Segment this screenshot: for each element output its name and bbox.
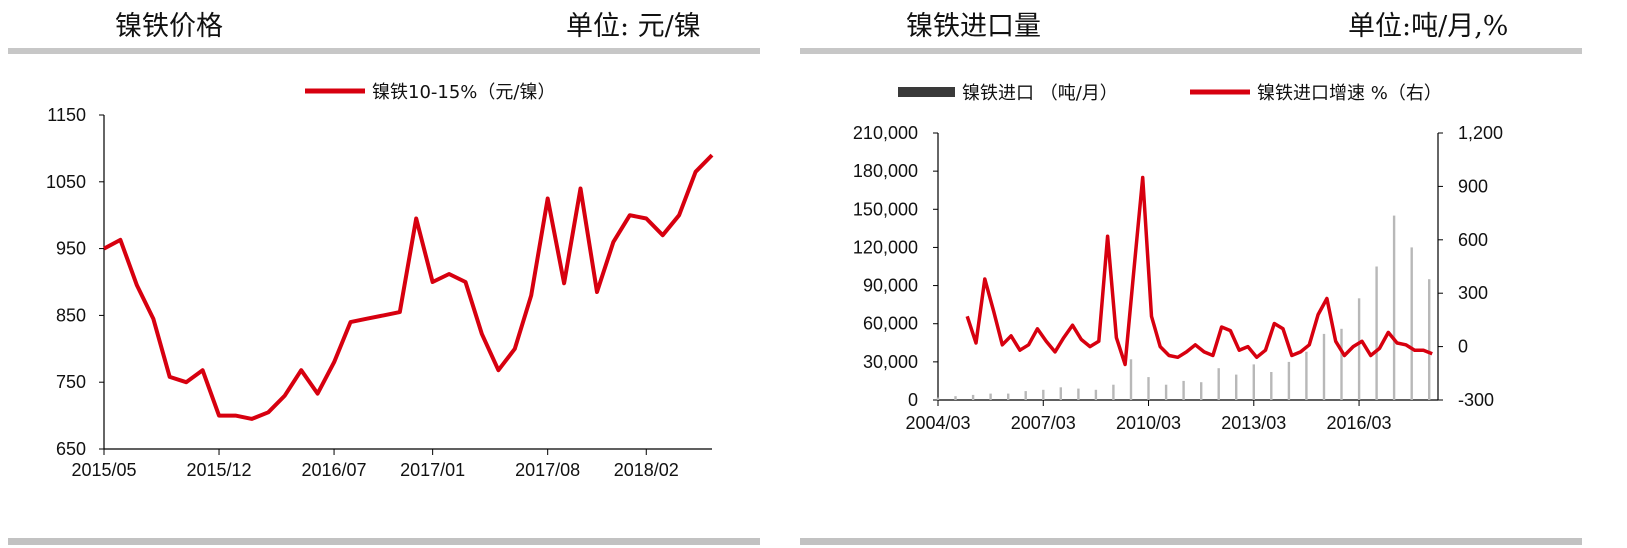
legend-label: 镍铁10-15%（元/镍） — [372, 82, 555, 103]
import-volume-bar — [1322, 333, 1326, 400]
import-volume-bar — [1357, 298, 1361, 400]
y-right-tick-label: 900 — [1458, 176, 1488, 196]
x-tick-label: 2013/03 — [1221, 413, 1286, 433]
import-volume-bar — [1024, 391, 1027, 400]
panel-title: 镍铁价格 — [115, 11, 223, 42]
import-chart: 0 30,000 60,000 90,000 120,000 150,000 180,000… — [853, 83, 1503, 433]
y-left-tick-label: 90,000 — [863, 276, 918, 296]
import-volume-bar — [1182, 380, 1185, 400]
import-volume-bar — [1252, 364, 1255, 400]
y-left-tick-label: 60,000 — [863, 314, 918, 334]
y-left-tick-label: 0 — [908, 390, 918, 410]
import-volume-bar — [1094, 389, 1098, 400]
import-volume-bar — [1410, 247, 1413, 400]
price-chart: 650 750 850 950 1050 1150 2015/05 2015/12 2016/0… — [46, 82, 714, 480]
bottom-divider — [800, 538, 1582, 545]
y-left-tick-label: 30,000 — [863, 352, 918, 372]
import-volume-bar — [1287, 361, 1291, 400]
import-volume-bar — [1375, 266, 1378, 400]
x-tick-label: 2016/07 — [302, 460, 367, 480]
import-volume-bar — [954, 396, 957, 400]
y-tick-label: 650 — [56, 439, 86, 459]
import-volume-bar — [1042, 389, 1045, 400]
import-volume-bar — [1112, 384, 1115, 400]
y-right-tick-label: 1,200 — [1458, 123, 1503, 143]
y-tick-label: 1050 — [46, 172, 86, 192]
x-tick-label: 2017/01 — [400, 460, 465, 480]
y-right-tick-label: -300 — [1458, 390, 1494, 410]
y-tick-label: 1150 — [47, 105, 86, 125]
import-volume-bar — [1059, 387, 1062, 400]
x-tick-label: 2004/03 — [905, 413, 970, 433]
series-line-nickel-iron-price — [103, 153, 714, 421]
import-volume-bar — [1077, 388, 1080, 400]
series-line-import-growth — [965, 175, 1433, 367]
x-tick-label: 2016/03 — [1327, 413, 1392, 433]
import-volume-bar — [936, 397, 940, 400]
x-tick-label: 2017/08 — [515, 460, 580, 480]
import-volume-bar — [1270, 372, 1273, 400]
y-right-tick-label: 300 — [1458, 283, 1488, 303]
legend-label-bar: 镍铁进口 （吨/月） — [962, 83, 1118, 104]
import-volume-bar — [1235, 374, 1238, 400]
import-volume-bar — [1129, 359, 1133, 400]
import-volume-bar — [971, 394, 975, 400]
import-volume-bar — [1007, 393, 1010, 400]
x-tick-label: 2007/03 — [1011, 413, 1076, 433]
y-right-tick-label: 600 — [1458, 230, 1488, 250]
x-tick-label: 2018/02 — [614, 460, 679, 480]
import-volume-bar — [1164, 384, 1168, 400]
y-left-tick-label: 120,000 — [853, 237, 918, 257]
y-left-tick-label: 180,000 — [853, 161, 918, 181]
import-volume-bar — [1340, 328, 1343, 400]
import-volume-bar — [1428, 279, 1431, 400]
import-volume-bar — [1392, 215, 1396, 400]
import-volume-bar — [1305, 351, 1308, 400]
panel-title: 镍铁进口量 — [906, 11, 1041, 42]
bottom-divider — [8, 538, 760, 545]
x-tick-label: 2015/05 — [71, 460, 136, 480]
title-divider — [800, 48, 1582, 54]
nickel-iron-price-panel: 镍铁价格 单位: 元/镍 650 750 850 950 1050 1150 2015/05… — [0, 0, 800, 548]
legend-label-line: 镍铁进口增速 %（右） — [1257, 83, 1442, 104]
x-tick-label: 2010/03 — [1116, 413, 1181, 433]
import-volume-bar — [1217, 368, 1220, 400]
nickel-iron-import-panel: 镍铁进口量 单位:吨/月,% 0 30,000 60,000 90,000 120,00… — [800, 0, 1627, 548]
import-volume-bar — [1147, 377, 1150, 400]
panel-unit: 单位:吨/月,% — [1348, 11, 1509, 42]
panel-unit: 单位: 元/镍 — [566, 11, 701, 42]
y-tick-label: 750 — [56, 372, 86, 392]
import-volume-bar — [989, 393, 992, 400]
title-divider — [8, 48, 760, 54]
x-tick-label: 2015/12 — [186, 460, 251, 480]
legend-swatch-bar — [898, 87, 955, 97]
y-right-tick-label: 0 — [1458, 337, 1468, 357]
y-tick-label: 950 — [56, 239, 86, 259]
y-left-tick-label: 150,000 — [853, 199, 918, 219]
y-left-tick-label: 210,000 — [853, 123, 918, 143]
import-volume-bar — [1200, 382, 1203, 400]
y-tick-label: 850 — [56, 305, 86, 325]
